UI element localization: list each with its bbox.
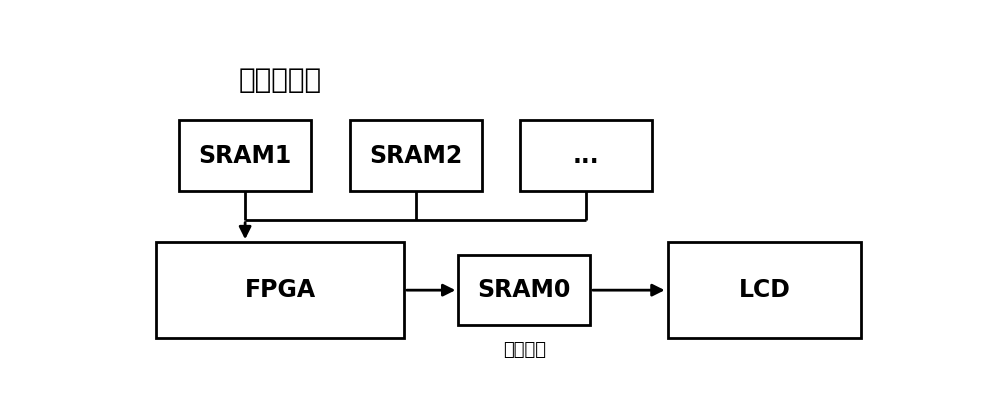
Text: 存放颜色表: 存放颜色表 (238, 66, 322, 94)
Bar (520, 120, 652, 191)
Text: SRAM0: SRAM0 (477, 278, 571, 302)
Bar (458, 255, 590, 325)
Bar (668, 242, 861, 338)
Bar (179, 120, 311, 191)
Bar (156, 242, 404, 338)
Text: FPGA: FPGA (244, 278, 316, 302)
Text: ...: ... (573, 144, 599, 168)
Text: 显示缓存: 显示缓存 (503, 342, 546, 359)
Bar (350, 120, 482, 191)
Text: SRAM2: SRAM2 (369, 144, 462, 168)
Text: SRAM1: SRAM1 (198, 144, 292, 168)
Text: LCD: LCD (738, 278, 790, 302)
